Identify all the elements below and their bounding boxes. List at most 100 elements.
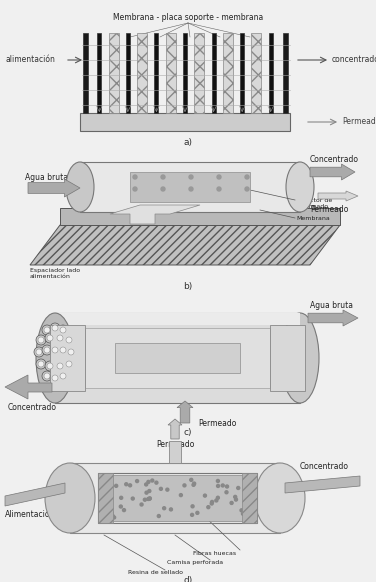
Circle shape <box>125 482 128 486</box>
Circle shape <box>115 484 118 487</box>
Circle shape <box>131 497 134 500</box>
Circle shape <box>42 325 52 335</box>
Circle shape <box>68 349 74 355</box>
Circle shape <box>45 361 55 371</box>
Circle shape <box>140 503 143 506</box>
Circle shape <box>191 505 194 508</box>
Circle shape <box>196 512 199 514</box>
Bar <box>126 33 130 113</box>
Circle shape <box>66 361 72 367</box>
Bar <box>55 313 300 403</box>
Circle shape <box>245 175 249 179</box>
Polygon shape <box>28 179 80 197</box>
Circle shape <box>60 327 66 333</box>
Ellipse shape <box>281 313 319 403</box>
Text: Permeado: Permeado <box>310 205 349 214</box>
Circle shape <box>105 481 108 484</box>
Circle shape <box>147 480 150 484</box>
Bar <box>269 33 273 113</box>
Text: Agua bruta: Agua bruta <box>310 301 353 310</box>
Polygon shape <box>318 191 358 201</box>
Bar <box>283 33 288 113</box>
Circle shape <box>36 359 46 369</box>
Circle shape <box>245 187 249 191</box>
Bar <box>223 33 233 113</box>
Circle shape <box>47 335 53 341</box>
Circle shape <box>210 502 213 505</box>
Ellipse shape <box>286 162 314 212</box>
Circle shape <box>235 498 238 501</box>
Bar <box>137 33 147 113</box>
Text: Fibras huecas: Fibras huecas <box>193 551 237 556</box>
Bar <box>183 33 187 113</box>
Text: Concentrado: Concentrado <box>8 403 57 412</box>
Bar <box>242 473 257 523</box>
Text: concentrado: concentrado <box>332 55 376 65</box>
Polygon shape <box>5 483 65 506</box>
Circle shape <box>108 489 111 492</box>
Circle shape <box>246 509 249 512</box>
Circle shape <box>44 327 50 333</box>
Circle shape <box>52 375 58 381</box>
Ellipse shape <box>36 313 74 403</box>
Circle shape <box>166 488 169 491</box>
Circle shape <box>133 175 137 179</box>
Circle shape <box>217 480 220 482</box>
Circle shape <box>64 359 74 369</box>
Circle shape <box>155 481 158 484</box>
Bar <box>70 463 280 533</box>
Polygon shape <box>177 401 193 423</box>
Text: c): c) <box>184 428 192 437</box>
Ellipse shape <box>66 162 94 212</box>
Circle shape <box>44 347 50 353</box>
Circle shape <box>189 175 193 179</box>
Polygon shape <box>308 310 358 326</box>
Text: d): d) <box>183 576 193 582</box>
Circle shape <box>149 497 151 500</box>
Circle shape <box>143 498 146 501</box>
Circle shape <box>110 511 113 514</box>
Bar <box>98 473 113 523</box>
Bar <box>270 325 305 391</box>
Bar <box>109 33 118 113</box>
Circle shape <box>147 498 150 501</box>
Circle shape <box>45 333 55 343</box>
Circle shape <box>237 487 240 489</box>
Text: Membrana - placa soporte - membrana: Membrana - placa soporte - membrana <box>113 13 263 22</box>
Bar <box>212 33 215 113</box>
Circle shape <box>193 482 196 485</box>
Circle shape <box>151 479 154 482</box>
Circle shape <box>145 483 148 486</box>
Circle shape <box>47 363 53 369</box>
Circle shape <box>44 373 50 379</box>
Circle shape <box>163 507 166 510</box>
Circle shape <box>230 502 233 505</box>
Bar <box>169 441 181 463</box>
Circle shape <box>161 187 165 191</box>
Circle shape <box>217 175 221 179</box>
Circle shape <box>38 337 44 343</box>
Circle shape <box>58 371 68 381</box>
Circle shape <box>145 491 148 494</box>
Bar <box>130 172 250 202</box>
Circle shape <box>64 335 74 345</box>
Circle shape <box>34 347 44 357</box>
Circle shape <box>57 335 63 341</box>
Circle shape <box>211 501 214 503</box>
Circle shape <box>102 509 105 512</box>
Text: Permeado: Permeado <box>156 440 194 449</box>
Circle shape <box>241 512 244 515</box>
Circle shape <box>60 347 66 353</box>
Text: Colector de
permeado: Colector de permeado <box>296 198 332 209</box>
Circle shape <box>161 175 165 179</box>
Circle shape <box>55 333 65 343</box>
Circle shape <box>123 509 126 512</box>
Polygon shape <box>110 205 200 224</box>
Circle shape <box>42 345 52 355</box>
Circle shape <box>42 371 52 381</box>
Circle shape <box>159 487 162 491</box>
Circle shape <box>58 325 68 335</box>
Text: Membrana: Membrana <box>296 216 330 221</box>
Polygon shape <box>285 476 360 493</box>
Circle shape <box>221 484 224 487</box>
